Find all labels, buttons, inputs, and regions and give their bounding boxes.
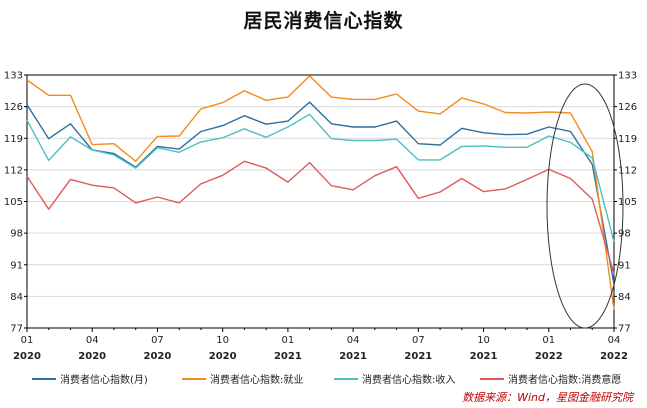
x-tick-year: 2022 bbox=[535, 351, 563, 362]
x-tick-month: 10 bbox=[477, 335, 490, 346]
x-tick-year: 2020 bbox=[144, 351, 172, 362]
y-tick-label-right: 84 bbox=[618, 292, 631, 303]
highlight-ellipse bbox=[546, 83, 624, 329]
x-tick-month: 07 bbox=[151, 335, 164, 346]
x-tick-month: 04 bbox=[86, 335, 99, 346]
y-tick-label-right: 119 bbox=[618, 134, 637, 145]
series-line-1 bbox=[26, 75, 615, 310]
legend-swatch-income bbox=[334, 377, 358, 380]
y-tick-label-right: 112 bbox=[618, 165, 637, 176]
y-tick-label-right: 126 bbox=[618, 102, 637, 113]
y-tick-label-left: 112 bbox=[4, 165, 23, 176]
y-tick-label-right: 77 bbox=[618, 324, 631, 335]
y-tick-label-left: 84 bbox=[10, 292, 23, 303]
axes: 77 77 84 84 91 91 98 98 105 105 112 112 119 119 126 126… bbox=[4, 71, 637, 363]
chart-title: 居民消费信心指数 bbox=[243, 10, 404, 32]
series-line-3 bbox=[26, 160, 615, 274]
y-tick-label-left: 126 bbox=[4, 102, 23, 113]
x-tick-month: 04 bbox=[608, 335, 621, 346]
x-tick-month: 10 bbox=[216, 335, 229, 346]
legend-swatch-index bbox=[32, 377, 56, 380]
y-tick-label-left: 77 bbox=[10, 324, 23, 335]
y-tick-label-left: 91 bbox=[10, 260, 23, 271]
y-tick-label-right: 133 bbox=[618, 71, 637, 82]
x-tick-month: 01 bbox=[282, 335, 295, 346]
legend-swatch-employment bbox=[182, 377, 206, 380]
x-tick-year: 2021 bbox=[339, 351, 367, 362]
legend-label-index: 消费者信心指数(月) bbox=[60, 375, 148, 386]
legend-label-consumption: 消费者信心指数:消费意愿 bbox=[508, 375, 622, 386]
legend-item-employment: 消费者信心指数:就业 bbox=[182, 371, 303, 386]
x-tick-month: 01 bbox=[542, 335, 555, 346]
legend-item-consumption: 消费者信心指数:消费意愿 bbox=[480, 371, 621, 386]
y-tick-label-left: 119 bbox=[4, 134, 23, 145]
legend: 消费者信心指数(月) 消费者信心指数:就业 消费者信心指数:收入 消费者信心指数… bbox=[22, 371, 642, 387]
x-tick-year: 2020 bbox=[209, 351, 237, 362]
legend-label-income: 消费者信心指数:收入 bbox=[362, 375, 456, 386]
source-note: 数据来源：Wind，星图金融研究院 bbox=[462, 391, 633, 404]
legend-label-employment: 消费者信心指数:就业 bbox=[210, 375, 304, 386]
legend-item-income: 消费者信心指数:收入 bbox=[334, 371, 455, 386]
x-tick-year: 2021 bbox=[274, 351, 302, 362]
line-chart: 77 77 84 84 91 91 98 98 105 105 112 112 119 119 126 126… bbox=[4, 71, 637, 363]
series-line-2 bbox=[26, 113, 615, 242]
x-tick-month: 01 bbox=[21, 335, 34, 346]
y-tick-label-left: 133 bbox=[4, 71, 23, 82]
legend-swatch-consumption bbox=[480, 377, 504, 380]
x-tick-month: 07 bbox=[412, 335, 425, 346]
series-line-0 bbox=[26, 101, 615, 285]
y-tick-label-left: 98 bbox=[10, 229, 23, 240]
y-tick-label-right: 91 bbox=[618, 260, 631, 271]
x-tick-month: 04 bbox=[347, 335, 360, 346]
y-tick-label-left: 105 bbox=[4, 197, 23, 208]
x-tick-year: 2022 bbox=[600, 351, 628, 362]
y-tick-label-right: 98 bbox=[618, 229, 631, 240]
x-tick-year: 2021 bbox=[470, 351, 498, 362]
x-tick-year: 2021 bbox=[404, 351, 432, 362]
series-lines bbox=[26, 75, 615, 310]
x-tick-year: 2020 bbox=[78, 351, 106, 362]
legend-item-index: 消费者信心指数(月) bbox=[32, 371, 148, 386]
x-tick-year: 2020 bbox=[13, 351, 41, 362]
y-tick-label-right: 105 bbox=[618, 197, 637, 208]
